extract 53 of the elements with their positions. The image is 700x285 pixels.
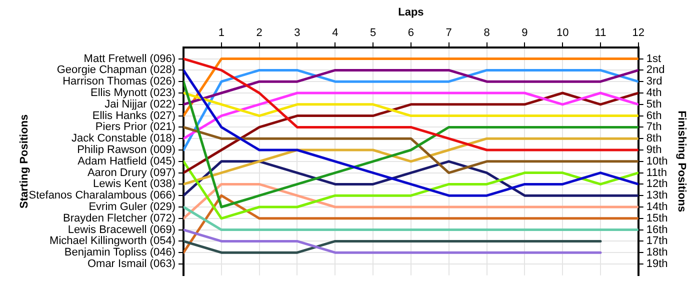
y-tick-label: 12th [646, 178, 668, 190]
y-tick-label: 13th [646, 190, 668, 202]
y-tick-label: 10th [646, 155, 668, 168]
text: Harrison Thomas (026) [62, 76, 176, 88]
text: Lewis Bracewell (069) [68, 224, 176, 236]
y-tick-label: 3rd [646, 76, 662, 88]
x-tick-label: 9 [522, 26, 528, 39]
y-tick-label: 11th [646, 166, 667, 179]
text: Evrim Guler (029) [88, 201, 176, 214]
y-tick-label: 18th [646, 246, 668, 259]
x-tick-label: 10 [556, 26, 569, 39]
y-tick-label: 8th [646, 132, 662, 145]
x-tick-label: 7 [446, 26, 452, 39]
y-tick-label: 19th [646, 258, 668, 270]
y-tick-label: 7th [646, 121, 662, 134]
x-tick-label: 2 [256, 26, 262, 39]
text: Ellis Mynott (023) [90, 87, 176, 100]
y-tick-label: 16th [646, 224, 668, 236]
x-tick-label: 5 [370, 26, 376, 39]
x-tick-label: 4 [332, 26, 338, 39]
text: Philip Rawson (009) [77, 144, 176, 156]
text: Stefanos Charalambous (066) [28, 190, 176, 202]
text: Jai Nijjar (022) [104, 98, 176, 110]
text: Brayden Fletcher (072) [63, 212, 176, 224]
y-axis-title: Finishing Positions [675, 110, 688, 212]
text: Starting Positions [18, 114, 31, 208]
text: Michael Killingworth (054) [50, 235, 176, 248]
text: Aaron Drury (097) [87, 166, 176, 179]
text: Piers Prior (021) [95, 121, 176, 134]
text: Ellis Hanks (027) [92, 110, 176, 122]
y-tick-label: 14th [646, 201, 668, 214]
x-tick-label: 11 [594, 26, 606, 39]
x-axis-title: Laps [398, 6, 424, 19]
x-tick-label: 6 [408, 26, 414, 39]
text: Benjamin Topliss (046) [64, 246, 176, 259]
x-tick-label: 12 [632, 26, 645, 39]
x-tick-label: 3 [294, 26, 300, 39]
y-tick-label: 9th [646, 144, 662, 156]
text: Matt Fretwell (096) [84, 52, 176, 65]
x-tick-label: 1 [218, 26, 224, 39]
y-tick-label: 15th [646, 212, 668, 224]
y-tick-label: 17th [646, 235, 668, 248]
y-tick-label: 1st [646, 52, 662, 65]
y-tick-label: 5th [646, 98, 662, 110]
y-tick-label: 4th [646, 87, 662, 100]
text: Georgie Chapman (028) [56, 64, 176, 76]
text: Adam Hatfield (045) [78, 155, 176, 168]
x-tick-label: 8 [484, 26, 490, 39]
y-tick-label: 6th [646, 110, 662, 122]
y-tick-label: 2nd [646, 64, 665, 76]
text: Jack Constable (018) [72, 132, 176, 145]
text: Lewis Kent (038) [92, 178, 176, 190]
text: Omar Ismail (063) [87, 258, 176, 270]
